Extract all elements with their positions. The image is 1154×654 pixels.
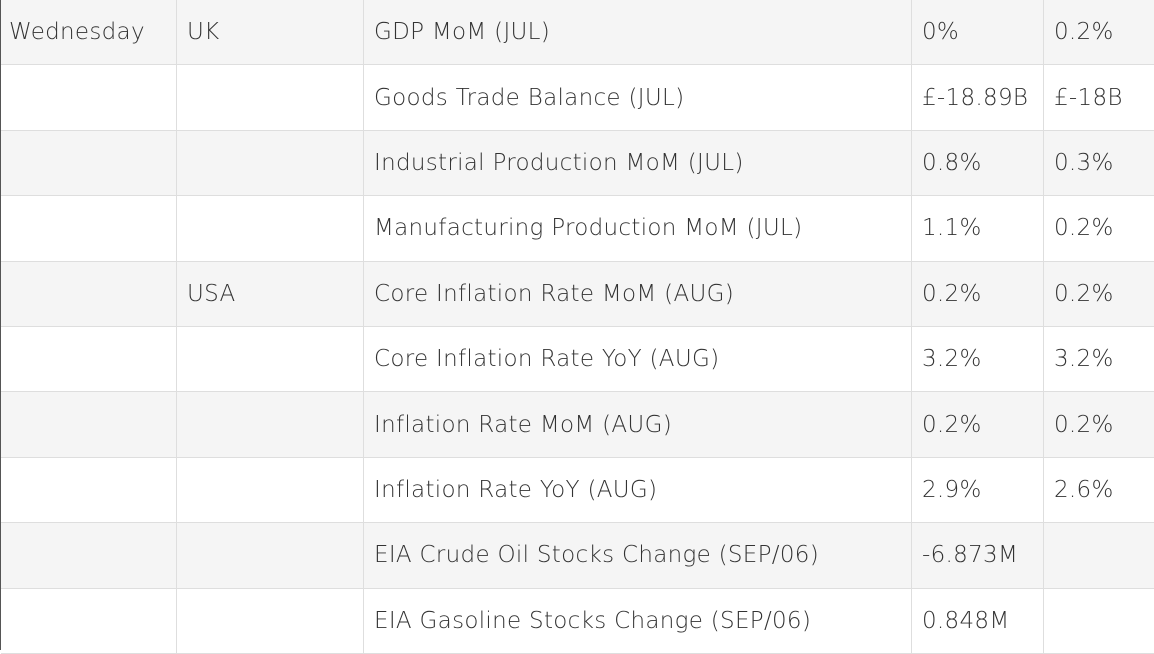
previous-cell: 0.2% — [1054, 411, 1114, 438]
event-cell: Industrial Production MoM (JUL) — [364, 130, 912, 196]
table-row: EIA Gasoline Stocks Change (SEP/06) 0.84… — [1, 588, 1154, 654]
actual-cell: 1.1% — [912, 196, 1044, 261]
day-cell — [1, 326, 177, 392]
event-cell: EIA Gasoline Stocks Change (SEP/06) — [364, 588, 912, 653]
event-cell: Inflation Rate MoM (AUG) — [364, 392, 912, 457]
country-cell — [177, 326, 364, 392]
previous-cell: 0.2% — [1054, 215, 1114, 242]
actual-cell: 0.2% — [912, 392, 1044, 457]
event-cell: EIA Crude Oil Stocks Change (SEP/06) — [364, 523, 912, 588]
previous-cell — [1044, 589, 1154, 653]
event-cell: Inflation Rate YoY (AUG) — [364, 457, 912, 523]
previous-cell — [1044, 523, 1154, 587]
day-cell — [1, 196, 177, 261]
country-cell: USA — [177, 261, 364, 326]
actual-cell: 0.848M — [912, 588, 1044, 653]
event-cell: Goods Trade Balance (JUL) — [364, 65, 912, 130]
day-cell — [1, 523, 177, 588]
day-cell — [1, 261, 177, 326]
table-row: Wednesday UK GDP MoM (JUL) 0% 0.2% — [1, 0, 1154, 66]
actual-cell: 0.8% — [912, 130, 1044, 196]
country-cell — [177, 457, 364, 523]
event-cell: Manufacturing Production MoM (JUL) — [364, 196, 912, 261]
actual-cell: -6.873M — [912, 523, 1044, 588]
day-cell — [1, 392, 177, 457]
table-row: Industrial Production MoM (JUL) 0.8% 0.3… — [1, 130, 1154, 197]
day-cell — [1, 588, 177, 653]
table-row: Core Inflation Rate YoY (AUG) 3.2% 3.2% — [1, 326, 1154, 393]
actual-cell: 0.2% — [912, 261, 1044, 326]
country-cell — [177, 130, 364, 196]
previous-cell: 0.2% — [1054, 280, 1114, 307]
previous-cell: 0.3% — [1054, 149, 1114, 176]
country-cell — [177, 392, 364, 457]
previous-cell: £-18B — [1054, 84, 1123, 111]
table-row: Goods Trade Balance (JUL) £-18.89B £-18B — [1, 65, 1154, 131]
event-cell: Core Inflation Rate MoM (AUG) — [364, 261, 912, 326]
previous-cell: 0.2% — [1054, 19, 1114, 46]
previous-cell: 2.6% — [1054, 476, 1114, 503]
event-cell: GDP MoM (JUL) — [364, 0, 912, 65]
table-row: USA Core Inflation Rate MoM (AUG) 0.2% 0… — [1, 261, 1154, 327]
day-cell: Wednesday — [1, 0, 177, 65]
table-row: Inflation Rate YoY (AUG) 2.9% 2.6% — [1, 457, 1154, 524]
event-cell: Core Inflation Rate YoY (AUG) — [364, 326, 912, 392]
country-cell — [177, 523, 364, 588]
day-cell — [1, 457, 177, 523]
country-cell — [177, 65, 364, 130]
country-cell — [177, 196, 364, 261]
day-cell — [1, 130, 177, 196]
actual-cell: 0% — [912, 0, 1044, 65]
previous-cell: 3.2% — [1054, 346, 1114, 373]
actual-cell: £-18.89B — [912, 65, 1044, 130]
country-cell — [177, 588, 364, 653]
table-row: EIA Crude Oil Stocks Change (SEP/06) -6.… — [1, 523, 1154, 589]
actual-cell: 2.9% — [912, 457, 1044, 523]
actual-cell: 3.2% — [912, 326, 1044, 392]
table-row: Manufacturing Production MoM (JUL) 1.1% … — [1, 196, 1154, 262]
day-cell — [1, 65, 177, 130]
table-row: Inflation Rate MoM (AUG) 0.2% 0.2% — [1, 392, 1154, 458]
country-cell: UK — [177, 0, 364, 65]
